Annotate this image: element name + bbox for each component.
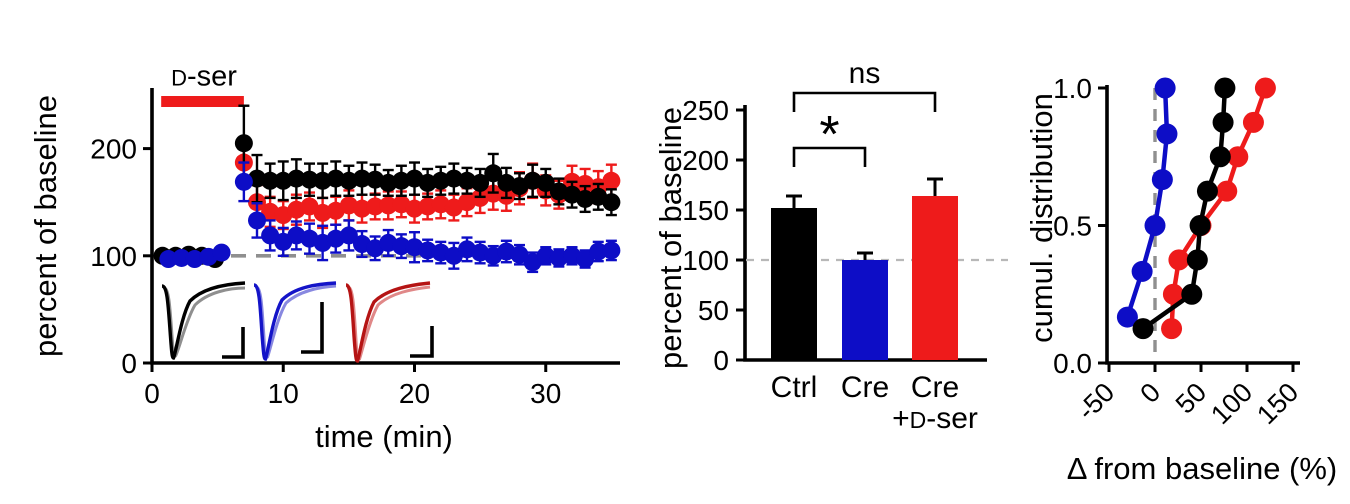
inset-scale-bar xyxy=(222,327,245,359)
inset-trace xyxy=(345,281,431,363)
data-point xyxy=(602,193,621,212)
data-point xyxy=(379,196,398,215)
cum-data-point xyxy=(1209,146,1231,168)
drug-label: D-ser xyxy=(171,61,237,94)
inset-trace xyxy=(161,281,246,360)
inset-scale-bar xyxy=(410,326,434,358)
significance-asterisk: * xyxy=(819,106,839,164)
right-y-axis-title: cumul. distribution xyxy=(1024,93,1059,343)
cum-data-point xyxy=(1144,215,1166,236)
bar-y-tick-label: 0 xyxy=(713,345,729,376)
significance-ns-label: ns xyxy=(849,57,881,90)
data-point xyxy=(234,172,253,191)
data-point xyxy=(576,250,595,269)
data-point xyxy=(287,169,306,188)
inset-trace xyxy=(253,281,337,361)
cum-data-point xyxy=(1254,77,1276,99)
cum-x-tick-label: 100 xyxy=(1205,377,1258,430)
bar-category-label: Cre xyxy=(911,371,959,404)
cum-data-point xyxy=(1116,306,1138,328)
cum-data-point xyxy=(1196,180,1218,202)
significance-bracket xyxy=(792,146,867,167)
data-point xyxy=(159,250,178,269)
cum-data-point xyxy=(1212,111,1234,133)
data-point xyxy=(172,248,191,267)
bar-y-tick-label: 50 xyxy=(698,295,729,326)
cum-data-point xyxy=(1189,215,1211,236)
data-point xyxy=(471,173,490,192)
data-point xyxy=(536,173,555,192)
cum-x-tick-label: 150 xyxy=(1251,377,1304,430)
bar-category-label-line2: +D-ser xyxy=(892,402,978,435)
timecourse-axes xyxy=(150,88,620,365)
timecourse-y-tick-label: 200 xyxy=(90,134,137,165)
timecourse-x-tick-label: 20 xyxy=(399,378,430,409)
data-point xyxy=(602,171,621,190)
cum-y-tick-label: 0.5 xyxy=(1053,211,1092,242)
bar-rect xyxy=(771,208,817,360)
cum-data-point xyxy=(1242,111,1264,133)
drug-label-rest: -ser xyxy=(186,60,237,93)
bar-y-tick-label: 250 xyxy=(682,95,729,126)
left-y-axis-title: percent of baseline xyxy=(28,95,63,357)
data-point xyxy=(484,164,503,183)
bar-rect xyxy=(842,260,888,360)
inset-scale-bar xyxy=(301,302,324,354)
data-point xyxy=(339,226,358,245)
middle-y-axis-title: percent of baseline xyxy=(653,107,688,369)
bar-category-label: Ctrl xyxy=(771,371,818,404)
cum-x-tick-label: 50 xyxy=(1170,377,1212,419)
cum-x-tick-label: 0 xyxy=(1134,377,1166,409)
bar-y-tick-label: 150 xyxy=(682,195,729,226)
cum-data-point xyxy=(1162,283,1184,305)
cum-data-point xyxy=(1132,318,1154,340)
bar-y-tick-label: 100 xyxy=(682,245,729,276)
timecourse-x-tick-label: 30 xyxy=(530,378,561,409)
cum-x-tick-label: -50 xyxy=(1071,377,1120,426)
cum-data-point xyxy=(1168,249,1190,271)
data-point xyxy=(366,197,385,216)
data-point xyxy=(248,211,266,230)
timecourse-x-tick-label: 0 xyxy=(144,378,160,409)
cum-data-point xyxy=(1216,180,1238,202)
right-x-axis-title: Δ from baseline (%) xyxy=(1066,451,1338,486)
timecourse-x-tick-label: 10 xyxy=(268,378,299,409)
cum-data-point xyxy=(1154,77,1176,99)
data-point xyxy=(212,243,231,262)
data-point xyxy=(589,242,608,261)
data-point xyxy=(234,134,253,153)
bar-category-label: Cre xyxy=(841,371,889,404)
cum-data-point xyxy=(1156,123,1178,145)
cum-data-point xyxy=(1214,77,1236,99)
timecourse-y-tick-label: 100 xyxy=(90,241,137,272)
data-point xyxy=(392,237,411,256)
data-point xyxy=(602,241,621,260)
cum-data-point xyxy=(1186,249,1208,271)
significance-bracket xyxy=(792,91,937,112)
cum-y-tick-label: 0.0 xyxy=(1053,348,1092,379)
data-point xyxy=(353,169,371,188)
timecourse-y-tick-label: 0 xyxy=(121,348,137,379)
cum-data-point xyxy=(1227,146,1249,168)
data-point xyxy=(300,170,319,189)
cum-data-point xyxy=(1151,169,1173,191)
drug-application-bar xyxy=(161,96,244,107)
cum-data-point xyxy=(1181,283,1203,305)
data-point xyxy=(185,250,204,269)
bar-rect xyxy=(912,196,958,360)
cum-data-point xyxy=(1161,318,1183,340)
left-x-axis-title: time (min) xyxy=(315,419,453,454)
cum-y-tick-label: 1.0 xyxy=(1053,73,1092,104)
cum-data-point xyxy=(1131,260,1153,282)
data-point xyxy=(261,171,280,190)
cum-line xyxy=(1125,87,1170,318)
data-point xyxy=(510,245,529,264)
bar-y-tick-label: 200 xyxy=(682,145,729,176)
drug-label-smallcap: D xyxy=(171,65,187,91)
